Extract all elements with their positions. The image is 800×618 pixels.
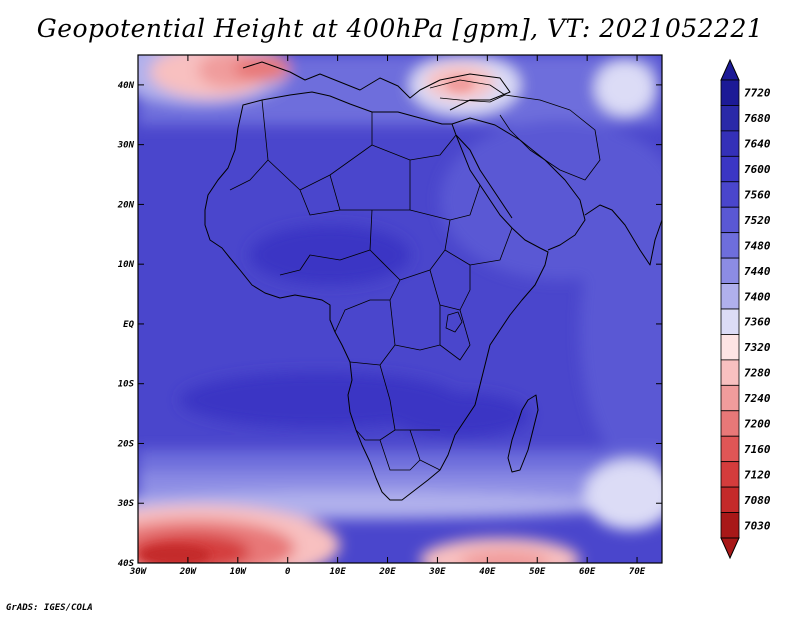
colorbar: 7720 7680 7640 7600 7560 7520 7480 7440 7400 7360… (720, 58, 771, 560)
colorbar-bottom-arrow (720, 537, 740, 560)
colorbar-swatch (720, 105, 740, 132)
lon-tick-label: 10W (230, 567, 248, 577)
lat-tick-label: 40N (118, 81, 135, 91)
colorbar-level-label: 7200 (744, 418, 771, 431)
colorbar-swatch (720, 232, 740, 259)
colorbar-swatch (720, 181, 740, 208)
lat-tick-label: 30N (117, 141, 135, 151)
colorbar-level-label: 7680 (744, 112, 771, 125)
colorbar-level-label: 7640 (744, 138, 771, 151)
latitude-axis: 40N 30N 20N 10N EQ 10S 20S 30S 40S (117, 81, 662, 569)
colorbar-level-label: 7600 (744, 163, 771, 176)
colorbar-swatch (720, 334, 740, 361)
lon-tick-label: 70E (629, 567, 646, 577)
lon-tick-label: 10E (329, 567, 346, 577)
colorbar-level-label: 7520 (744, 214, 771, 227)
red-sea (455, 134, 513, 219)
colorbar-level-label: 7160 (744, 443, 771, 456)
plot-frame (137, 54, 663, 564)
lat-tick-label: 10S (118, 380, 135, 390)
colorbar-swatch (720, 435, 740, 463)
lat-tick-label: 10N (118, 260, 135, 270)
europe-coast (242, 61, 511, 111)
lon-tick-label: 40E (479, 567, 496, 577)
lake-victoria (445, 311, 463, 333)
lat-tick-label: 40S (118, 559, 135, 569)
lon-tick-label: 30W (129, 567, 148, 577)
lon-tick-label: 20E (378, 567, 396, 577)
chart-title: Geopotential Height at 400hPa [gpm], VT:… (36, 14, 764, 43)
lon-tick-label: 30E (428, 567, 446, 577)
lon-tick-label: 20W (179, 567, 198, 577)
colorbar-level-label: 7240 (744, 392, 771, 405)
colorbar-swatch (720, 155, 740, 183)
longitude-axis: 30W 20W 10W 0 10E 20E 30E 40E 50E 60E 70E (129, 55, 646, 577)
colorbar-level-label: 7120 (744, 468, 771, 481)
height-field (138, 55, 662, 563)
lat-tick-label: 20S (117, 439, 135, 449)
colorbar-top-arrow (720, 58, 740, 81)
colorbar-level-label: 7480 (744, 239, 771, 252)
lon-tick-label: 60E (579, 567, 596, 577)
colorbar-level-label: 7560 (744, 189, 771, 202)
credit-label: GrADS: IGES/COLA (6, 603, 93, 613)
madagascar-coastline (507, 394, 539, 473)
lat-tick-label: 30S (117, 499, 135, 509)
colorbar-level-label: 7280 (744, 367, 771, 380)
colorbar-level-label: 7720 (744, 87, 771, 100)
colorbar-level-label: 7400 (744, 290, 771, 303)
colorbar-level-label: 7320 (744, 341, 771, 354)
colorbar-swatch (720, 486, 740, 513)
asia-coast (584, 204, 662, 266)
colorbar-swatch (720, 130, 740, 157)
colorbar-swatch (720, 461, 740, 488)
colorbar-swatch (720, 410, 740, 437)
colorbar-swatch (720, 384, 740, 412)
colorbar-level-label: 7440 (744, 265, 771, 278)
colorbar-swatch (720, 283, 740, 310)
iran-outline (499, 94, 601, 181)
colorbar-level-label: 7080 (744, 494, 771, 507)
lon-tick-label: 50E (529, 567, 546, 577)
colorbar-level-label: 7360 (744, 316, 771, 329)
colorbar-swatch (720, 206, 740, 234)
lat-tick-label: EQ (123, 320, 134, 330)
country-borders (229, 99, 513, 471)
colorbar-swatch (720, 79, 740, 106)
africa-coastline (204, 91, 549, 501)
coastlines (204, 61, 662, 501)
colorbar-swatch (720, 257, 740, 284)
lon-tick-label: 0 (285, 567, 291, 577)
arabia-coast (451, 117, 586, 251)
colorbar-level-label: 7030 (744, 519, 771, 532)
lat-tick-label: 20N (117, 200, 135, 210)
colorbar-swatch (720, 512, 740, 539)
colorbar-swatch (720, 359, 740, 386)
colorbar-swatch (720, 308, 740, 335)
